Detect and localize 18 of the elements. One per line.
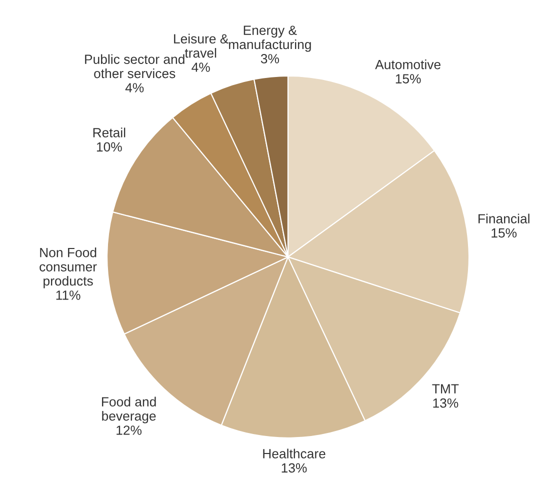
slice-label: Automotive: [375, 60, 440, 70]
slice-label: Food and beverage: [102, 396, 156, 424]
slice-label: TMT: [432, 384, 459, 394]
data-label: 3%: [260, 54, 279, 64]
slice-label: Energy & manufacturing: [229, 26, 311, 52]
data-label: 15%: [492, 228, 517, 238]
slice-label: Healthcare: [263, 448, 326, 458]
data-label: 4%: [192, 62, 210, 72]
data-label: 10%: [96, 142, 122, 152]
data-label: 4%: [125, 83, 144, 92]
slice-label: Retail: [93, 128, 126, 138]
data-label: 12%: [116, 426, 142, 435]
slice-label: Non Food consumer products: [40, 248, 97, 288]
data-label: 11%: [56, 290, 80, 300]
data-label: 13%: [433, 398, 458, 408]
slice-label: Financial: [478, 214, 530, 224]
data-label: 13%: [282, 463, 307, 473]
data-label: 15%: [396, 74, 421, 84]
